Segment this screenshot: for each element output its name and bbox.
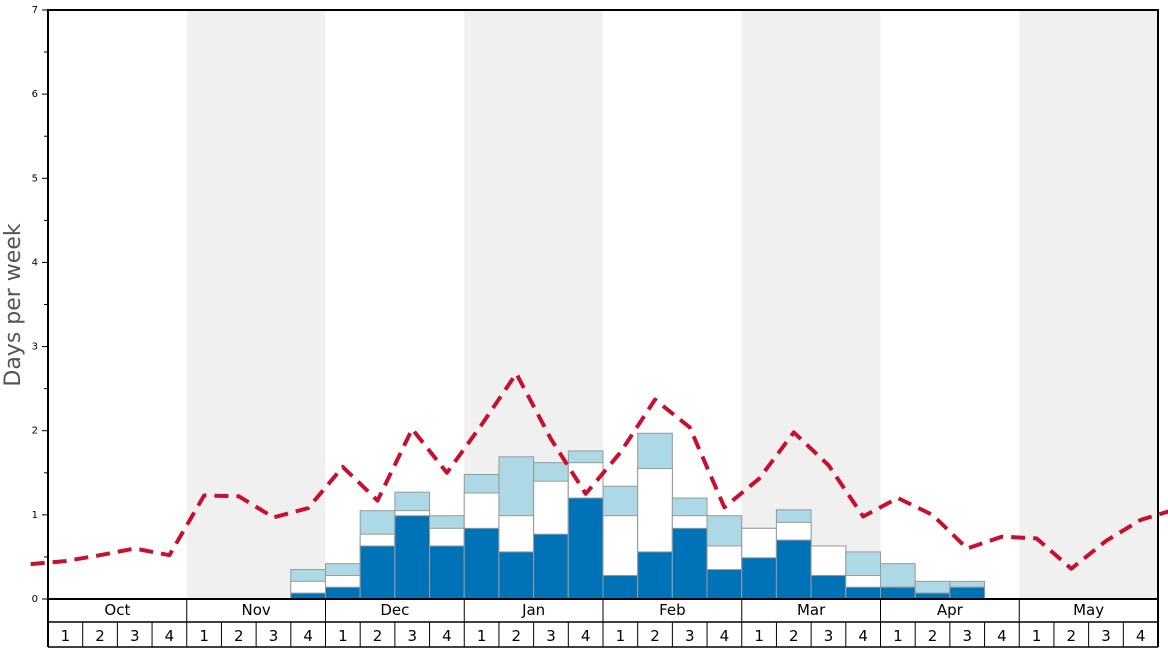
week-label: 4 <box>442 627 452 645</box>
average-line <box>30 371 1168 571</box>
week-label: 3 <box>1101 627 1111 645</box>
y-axis-label: Days per week <box>1 223 26 386</box>
week-label: 2 <box>650 627 660 645</box>
week-label: 1 <box>477 627 487 645</box>
week-label: 1 <box>61 627 71 645</box>
y-tick-label: 5 <box>32 173 38 184</box>
bar-deep <box>706 569 743 600</box>
month-bands <box>186 10 1158 599</box>
bar-deep <box>359 545 396 600</box>
week-label: 2 <box>789 627 799 645</box>
week-label: 1 <box>754 627 764 645</box>
week-label: 3 <box>824 627 834 645</box>
y-tick-label: 2 <box>32 426 38 437</box>
week-label: 3 <box>407 627 417 645</box>
month-band <box>1019 10 1158 599</box>
week-label: 2 <box>373 627 383 645</box>
week-label: 4 <box>581 627 591 645</box>
bar-deep <box>498 551 535 600</box>
week-label: 3 <box>130 627 140 645</box>
month-label: Dec <box>380 601 409 619</box>
month-label: Apr <box>937 601 964 619</box>
month-band <box>741 10 881 599</box>
week-label: 1 <box>1032 627 1042 645</box>
bar-deep <box>741 557 777 600</box>
bar-deep <box>394 515 431 600</box>
month-label: Mar <box>797 601 826 619</box>
weekly-bars <box>290 432 986 600</box>
bar-deep <box>637 551 673 600</box>
week-label: 3 <box>962 627 972 645</box>
week-label: 3 <box>546 627 556 645</box>
bar-deep <box>775 539 812 600</box>
bar-deep <box>949 586 986 600</box>
month-label: Jan <box>521 601 545 619</box>
bar-deep <box>533 533 569 600</box>
week-label: 3 <box>685 627 695 645</box>
week-label: 4 <box>720 627 730 645</box>
month-label: Feb <box>659 601 686 619</box>
week-label: 1 <box>338 627 348 645</box>
week-label: 1 <box>199 627 209 645</box>
y-tick-label: 6 <box>32 89 38 100</box>
week-label: 2 <box>234 627 244 645</box>
week-label: 1 <box>893 627 903 645</box>
week-label: 2 <box>1067 627 1077 645</box>
bar-deep <box>810 574 847 600</box>
week-label: 4 <box>165 627 175 645</box>
week-label: 3 <box>269 627 279 645</box>
bar-deep <box>845 586 881 600</box>
x-axis: Oct Nov Dec Jan Feb Mar Apr May 1 2 3 4 1 2 3 4 1 2 3 4 1 2 3 4… <box>47 599 1159 648</box>
week-label: 2 <box>928 627 938 645</box>
average-line-path <box>30 371 1168 571</box>
week-label: 2 <box>95 627 105 645</box>
bar-deep <box>671 527 708 600</box>
month-label: Oct <box>104 601 130 619</box>
y-tick-label: 7 <box>32 5 38 16</box>
bar-deep <box>325 586 361 600</box>
bar-deep <box>429 545 465 600</box>
week-label: 4 <box>858 627 868 645</box>
y-tick-label: 4 <box>32 257 38 268</box>
week-label: 4 <box>1136 627 1146 645</box>
y-tick-label: 3 <box>32 342 38 353</box>
month-band <box>186 10 326 599</box>
y-tick-label: 0 <box>32 594 38 605</box>
week-label: 2 <box>512 627 522 645</box>
y-tick-label: 1 <box>32 510 38 521</box>
week-label: 4 <box>997 627 1007 645</box>
month-label: May <box>1073 601 1104 619</box>
week-label: 4 <box>303 627 313 645</box>
bar-deep <box>602 574 639 600</box>
bar-deep <box>463 527 500 600</box>
week-label: 1 <box>616 627 626 645</box>
bar-deep <box>880 586 916 600</box>
month-label: Nov <box>241 601 270 619</box>
bar-deep <box>567 497 604 600</box>
